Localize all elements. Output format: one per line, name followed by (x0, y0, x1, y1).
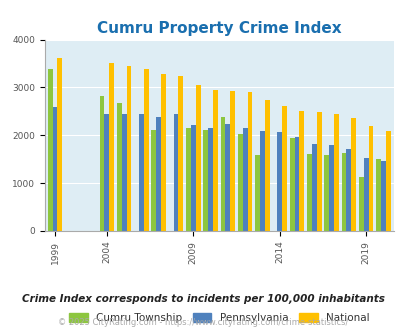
Bar (277, 132, 281, 231)
Bar (264, 100, 269, 231)
Bar (156, 116, 161, 231)
Bar (255, 155, 259, 231)
Bar (259, 131, 264, 231)
Bar (151, 130, 156, 231)
Text: Crime Index corresponds to incidents per 100,000 inhabitants: Crime Index corresponds to incidents per… (21, 294, 384, 304)
Bar (208, 128, 213, 231)
Bar (333, 114, 338, 231)
Bar (306, 154, 311, 231)
Bar (190, 125, 195, 231)
Bar (281, 106, 286, 231)
Title: Cumru Property Crime Index: Cumru Property Crime Index (97, 21, 341, 36)
Bar (294, 137, 299, 231)
Bar (161, 74, 166, 231)
Bar (316, 112, 321, 231)
Bar (203, 130, 208, 231)
Bar (247, 92, 252, 231)
Bar (185, 128, 190, 231)
Bar (109, 63, 114, 231)
Bar (173, 114, 178, 231)
Bar (143, 69, 148, 231)
Bar (213, 90, 217, 231)
Bar (122, 114, 126, 231)
Bar (363, 158, 368, 231)
Legend: Cumru Township, Pennsylvania, National: Cumru Township, Pennsylvania, National (65, 309, 373, 327)
Bar (380, 161, 385, 231)
Bar (195, 85, 200, 231)
Bar (126, 66, 131, 231)
Bar (139, 114, 143, 231)
Bar (104, 114, 109, 231)
Bar (345, 149, 350, 231)
Bar (385, 130, 390, 231)
Bar (225, 124, 230, 231)
Text: © 2025 CityRating.com - https://www.cityrating.com/crime-statistics/: © 2025 CityRating.com - https://www.city… (58, 318, 347, 327)
Bar (242, 128, 247, 231)
Bar (178, 76, 183, 231)
Bar (220, 116, 225, 231)
Bar (117, 103, 121, 231)
Bar (299, 111, 303, 231)
Bar (311, 144, 316, 231)
Bar (289, 138, 294, 231)
Bar (99, 96, 104, 231)
Bar (328, 145, 333, 231)
Bar (324, 155, 328, 231)
Bar (375, 159, 380, 231)
Bar (58, 58, 62, 231)
Bar (48, 69, 53, 231)
Bar (341, 152, 345, 231)
Bar (350, 118, 355, 231)
Bar (53, 107, 58, 231)
Bar (358, 177, 363, 231)
Bar (368, 126, 373, 231)
Bar (237, 134, 242, 231)
Bar (230, 91, 234, 231)
